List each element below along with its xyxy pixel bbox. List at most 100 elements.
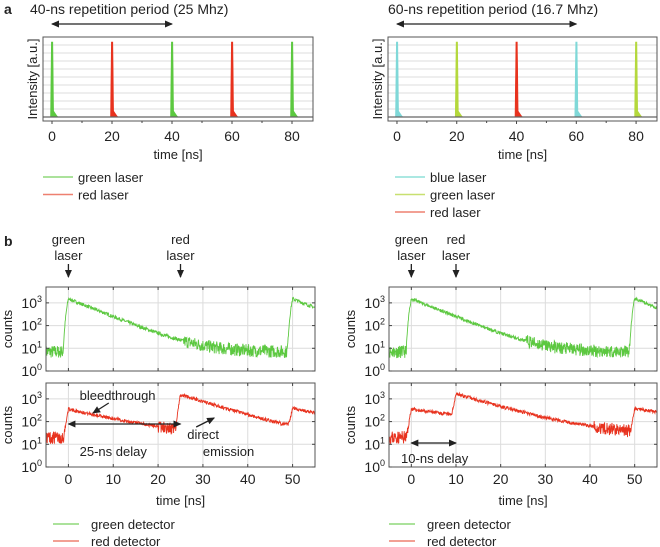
x-tick-label: 10 — [105, 471, 121, 487]
y-tick-label: 102 — [364, 413, 385, 430]
y-tick-exponent: 1 — [380, 435, 385, 445]
y-tick-exponent: 0 — [380, 362, 385, 372]
direct-emission-label: direct — [187, 427, 219, 442]
x-tick-label: 0 — [48, 128, 56, 144]
legend-label: green laser — [78, 170, 144, 185]
x-tick-label: 40 — [509, 128, 525, 144]
direct-emission-label: emission — [203, 444, 254, 459]
chart-a-right: 0 20 40 60 80 time [ns] Intensity [a.u.] 60-ns … — [370, 1, 658, 220]
y-tick-label: 103 — [364, 390, 385, 407]
y-tick-exponent: 1 — [37, 339, 42, 349]
x-tick-label: 10 — [448, 471, 464, 487]
y-tick-label: 102 — [364, 317, 385, 334]
y-tick-exponent: 0 — [37, 458, 42, 468]
y-tick-exponent: 1 — [37, 435, 42, 445]
y-tick-exponent: 2 — [380, 413, 385, 423]
x-tick-label: 50 — [627, 471, 643, 487]
chart-title: 40-ns repetition period (25 Mhz) — [30, 1, 228, 17]
bleedthrough-arrow — [92, 402, 110, 414]
plot-frame — [388, 382, 658, 468]
x-tick-label: 40 — [164, 128, 180, 144]
x-tick-label: 40 — [582, 471, 598, 487]
y-tick-exponent: 3 — [37, 390, 42, 400]
x-axis-label: time [ns] — [498, 147, 547, 162]
y-axis-label: counts — [0, 309, 15, 348]
panel-label-b: b — [4, 233, 13, 249]
plot-frame — [388, 286, 658, 372]
y-tick-label: 103 — [364, 294, 385, 311]
x-tick-label: 30 — [538, 471, 554, 487]
plot-frame — [42, 36, 314, 122]
red-detector-trace — [389, 391, 657, 445]
green-detector-trace — [389, 296, 657, 359]
y-tick-label: 103 — [21, 294, 42, 311]
x-axis-label: time [ns] — [498, 493, 547, 508]
x-tick-label: 60 — [569, 128, 585, 144]
legend-label: green laser — [430, 188, 496, 203]
x-axis-label: time [ns] — [156, 493, 205, 508]
x-tick-label: 50 — [285, 471, 301, 487]
x-axis-label: time [ns] — [153, 147, 202, 162]
y-tick-exponent: 2 — [37, 317, 42, 327]
legend-label: green detector — [427, 517, 512, 532]
x-tick-label: 20 — [449, 128, 465, 144]
y-tick-exponent: 3 — [380, 390, 385, 400]
x-tick-label: 0 — [407, 471, 415, 487]
chart-title: 60-ns repetition period (16.7 Mhz) — [388, 1, 598, 17]
laser-marker-label: laser — [442, 248, 471, 263]
y-tick-label: 100 — [364, 362, 385, 379]
legend-label: blue laser — [430, 170, 487, 185]
red-detector-trace — [46, 392, 315, 445]
legend-label: red detector — [91, 534, 161, 547]
y-tick-exponent: 3 — [37, 294, 42, 304]
x-tick-label: 20 — [150, 471, 166, 487]
y-tick-label: 101 — [21, 339, 42, 356]
y-tick-exponent: 1 — [380, 339, 385, 349]
plot-frame — [387, 36, 658, 122]
y-tick-exponent: 3 — [380, 294, 385, 304]
y-tick-exponent: 0 — [37, 362, 42, 372]
y-tick-label: 100 — [21, 458, 42, 475]
x-tick-label: 80 — [284, 128, 300, 144]
legend-label: green detector — [91, 517, 176, 532]
x-tick-label: 0 — [393, 128, 401, 144]
laser-marker-label: laser — [166, 248, 195, 263]
y-tick-label: 102 — [21, 413, 42, 430]
y-tick-label: 100 — [21, 362, 42, 379]
y-axis-label: Intensity [a.u.] — [25, 39, 40, 120]
panel-label-a: a — [4, 1, 12, 17]
x-tick-label: 40 — [240, 471, 256, 487]
delay-label: 10-ns delay — [401, 451, 469, 466]
x-tick-label: 30 — [195, 471, 211, 487]
y-tick-label: 102 — [21, 317, 42, 334]
laser-marker-label: green — [395, 232, 428, 247]
x-tick-label: 80 — [628, 128, 644, 144]
y-tick-label: 100 — [364, 458, 385, 475]
y-tick-label: 101 — [21, 435, 42, 452]
laser-marker-label: red — [171, 232, 190, 247]
y-axis-label: counts — [343, 309, 358, 348]
x-tick-label: 20 — [104, 128, 120, 144]
green-detector-trace — [46, 296, 315, 359]
chart-a-left: 0 20 40 60 80 time [ns] Intensity [a.u.] 40-ns … — [25, 1, 314, 203]
x-tick-label: 20 — [493, 471, 509, 487]
plot-frame — [45, 286, 316, 372]
y-axis-label: Intensity [a.u.] — [370, 39, 385, 120]
direct-emission-arrow — [195, 417, 216, 428]
y-tick-label: 103 — [21, 390, 42, 407]
laser-marker-label: red — [447, 232, 466, 247]
legend-label: red detector — [427, 534, 497, 547]
legend-label: red laser — [430, 205, 481, 220]
legend-label: red laser — [78, 188, 129, 203]
x-tick-label: 0 — [65, 471, 73, 487]
y-axis-label: counts — [0, 405, 15, 444]
laser-marker-label: laser — [397, 248, 426, 263]
plot-frame — [45, 382, 316, 468]
y-tick-label: 101 — [364, 435, 385, 452]
bleedthrough-label: bleedthrough — [80, 388, 156, 403]
delay-label: 25-ns delay — [80, 444, 148, 459]
y-axis-label: counts — [343, 405, 358, 444]
